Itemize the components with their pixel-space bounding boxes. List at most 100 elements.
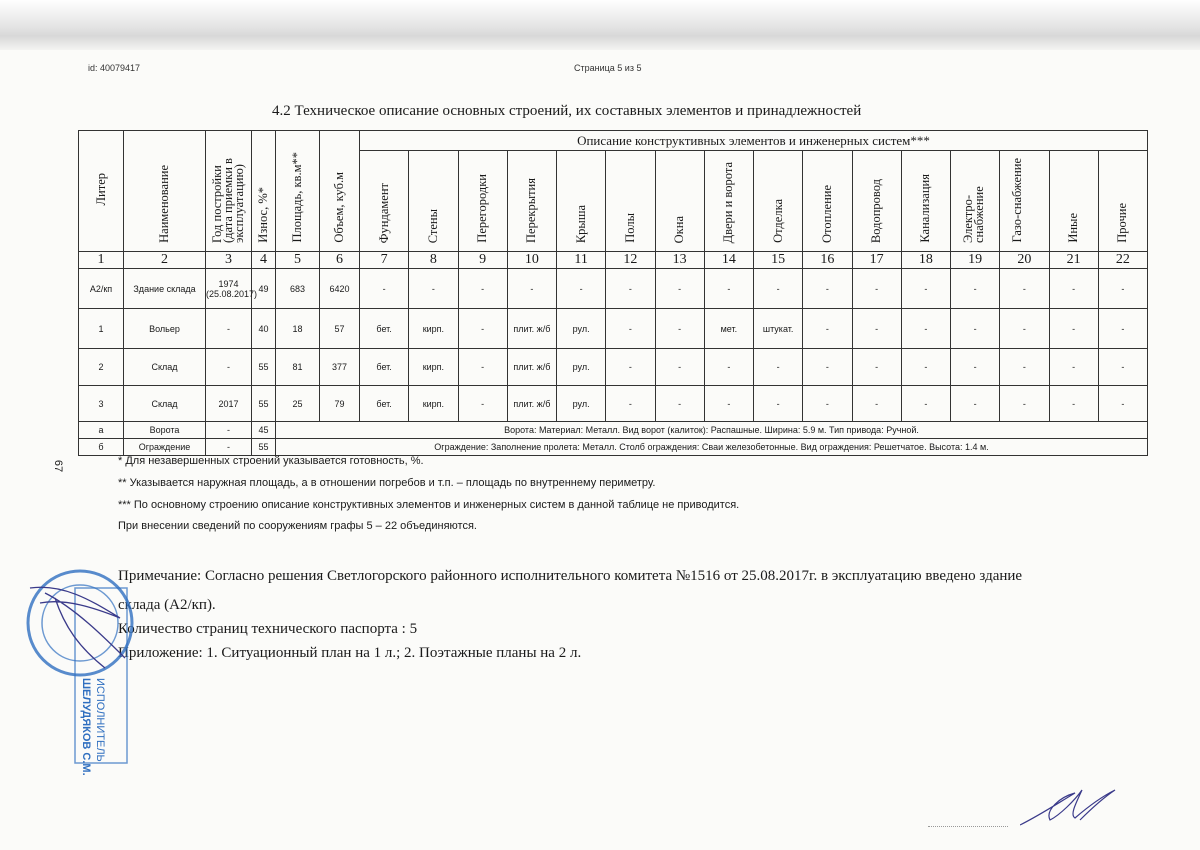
col-header: Двери и ворота bbox=[703, 150, 755, 252]
table-row: 3 Склад 2017 55 25 79 бет. кирп. - плит. ж/б рул. -… bbox=[78, 385, 1149, 422]
table-row: А2/кп Здание склада 1974 (25.08.2017) 49 683… bbox=[78, 268, 1149, 309]
document-id: id: 40079417 bbox=[88, 63, 141, 73]
column-number: 8 bbox=[408, 251, 459, 269]
table-cell: - bbox=[654, 308, 705, 349]
table-cell: - bbox=[949, 348, 1001, 386]
table-cell: кирп. bbox=[408, 308, 459, 349]
svg-text:ШЕЛУДЯКОВ С.М.: ШЕЛУДЯКОВ С.М. bbox=[80, 678, 92, 776]
scan-edge bbox=[0, 0, 1200, 50]
table-cell: - bbox=[654, 268, 705, 309]
column-number: 12 bbox=[605, 251, 656, 269]
table-cell: бет. bbox=[358, 348, 410, 386]
table-cell: - bbox=[205, 308, 252, 349]
col-header: Электро-снабжение bbox=[949, 150, 1001, 252]
table-cell: - bbox=[802, 385, 853, 422]
table-cell: кирп. bbox=[408, 385, 459, 422]
table-cell: 6420 bbox=[319, 268, 360, 309]
table-row: а Ворота - 45 Ворота: Материал: Металл. … bbox=[78, 421, 1148, 439]
table-row: б Ограждение - 55 Ограждение: Заполнение… bbox=[78, 438, 1148, 456]
table-cell: плит. ж/б bbox=[506, 308, 558, 349]
col-header: Наименование bbox=[123, 130, 206, 252]
col-header: Прочие bbox=[1097, 150, 1149, 252]
table-cell: плит. ж/б bbox=[506, 348, 558, 386]
table-cell: 25 bbox=[275, 385, 320, 422]
col-header: Крыша bbox=[555, 150, 607, 252]
svg-text:ИСПОЛНИТЕЛЬ: ИСПОЛНИТЕЛЬ bbox=[94, 678, 106, 762]
col-header: Объем, куб.м bbox=[319, 130, 360, 252]
col-header: Водопровод bbox=[851, 150, 902, 252]
table-cell: 55 bbox=[251, 438, 276, 456]
table-cell: - bbox=[851, 308, 902, 349]
column-number: 10 bbox=[506, 251, 558, 269]
col-header: Окна bbox=[654, 150, 705, 252]
table-cell: - bbox=[851, 268, 902, 309]
table-cell: Здание склада bbox=[123, 268, 206, 309]
column-number: 21 bbox=[1048, 251, 1099, 269]
column-number: 18 bbox=[900, 251, 952, 269]
col-header: Износ, %* bbox=[251, 130, 276, 252]
col-header: Перекрытия bbox=[506, 150, 558, 252]
column-number: 20 bbox=[999, 251, 1050, 269]
column-number: 3 bbox=[205, 251, 252, 269]
page-number: Страница 5 из 5 bbox=[574, 63, 642, 73]
column-number: 2 bbox=[123, 251, 206, 269]
col-header: Иные bbox=[1048, 150, 1099, 252]
table-cell: - bbox=[900, 268, 952, 309]
merged-description: Ограждение: Заполнение пролета: Металл. … bbox=[275, 438, 1148, 456]
table-cell: 49 bbox=[251, 268, 276, 309]
table-cell: - bbox=[851, 385, 902, 422]
footnote-1: * Для незавершенных строений указывается… bbox=[118, 455, 424, 467]
column-number: 11 bbox=[555, 251, 607, 269]
signature-line bbox=[928, 826, 1008, 827]
col-header: Перегородки bbox=[457, 150, 508, 252]
table-cell: Вольер bbox=[123, 308, 206, 349]
table-cell: штукат. bbox=[752, 308, 804, 349]
table-cell: рул. bbox=[555, 308, 607, 349]
footnote-4: При внесении сведений по сооружениям гра… bbox=[118, 520, 477, 532]
table-cell: - bbox=[1097, 348, 1149, 386]
table-cell: - bbox=[1048, 385, 1099, 422]
table-cell: 1 bbox=[78, 308, 124, 349]
column-number: 1 bbox=[78, 251, 124, 269]
column-number: 9 bbox=[457, 251, 508, 269]
table-cell: 45 bbox=[251, 421, 276, 439]
remark-note: Примечание: Согласно решения Светлогорск… bbox=[118, 568, 1023, 584]
table-cell: А2/кп bbox=[78, 268, 124, 309]
table-cell: Ограждение bbox=[123, 438, 206, 456]
table-cell: - bbox=[900, 385, 952, 422]
table-cell: - bbox=[1097, 385, 1149, 422]
table-cell: - bbox=[1048, 308, 1099, 349]
col-header: Канализация bbox=[900, 150, 952, 252]
table-cell: - bbox=[752, 385, 804, 422]
footnote-2: ** Указывается наружная площадь, а в отн… bbox=[118, 477, 656, 489]
table-cell: - bbox=[506, 268, 558, 309]
table-cell: кирп. bbox=[408, 348, 459, 386]
column-number: 4 bbox=[251, 251, 276, 269]
table-cell: плит. ж/б bbox=[506, 385, 558, 422]
col-header: Фундамент bbox=[358, 150, 410, 252]
col-header: Площадь, кв.м** bbox=[275, 130, 320, 252]
table-cell: бет. bbox=[358, 385, 410, 422]
table-cell: 683 bbox=[275, 268, 320, 309]
table-cell: - bbox=[703, 385, 755, 422]
table-cell: - bbox=[358, 268, 410, 309]
table-cell: - bbox=[802, 348, 853, 386]
table-cell: - bbox=[654, 385, 705, 422]
remark-note-cont: склада (А2/кп). bbox=[118, 597, 216, 613]
table-cell: а bbox=[78, 421, 124, 439]
table-cell: - bbox=[802, 268, 853, 309]
official-stamp: ИСПОЛНИТЕЛЬ ШЕЛУДЯКОВ С.М. bbox=[26, 569, 134, 776]
col-header: Отопление bbox=[802, 150, 853, 252]
table-cell: - bbox=[605, 268, 656, 309]
table-cell: - bbox=[900, 348, 952, 386]
table-cell: Ворота bbox=[123, 421, 206, 439]
col-header: Отделка bbox=[752, 150, 804, 252]
column-number: 14 bbox=[703, 251, 755, 269]
table-cell: - bbox=[457, 308, 508, 349]
table-cell: - bbox=[999, 385, 1050, 422]
table-cell: - bbox=[654, 348, 705, 386]
col-header: Стены bbox=[408, 150, 459, 252]
column-number: 7 bbox=[358, 251, 410, 269]
table-cell: - bbox=[457, 385, 508, 422]
table-cell: - bbox=[1048, 348, 1099, 386]
